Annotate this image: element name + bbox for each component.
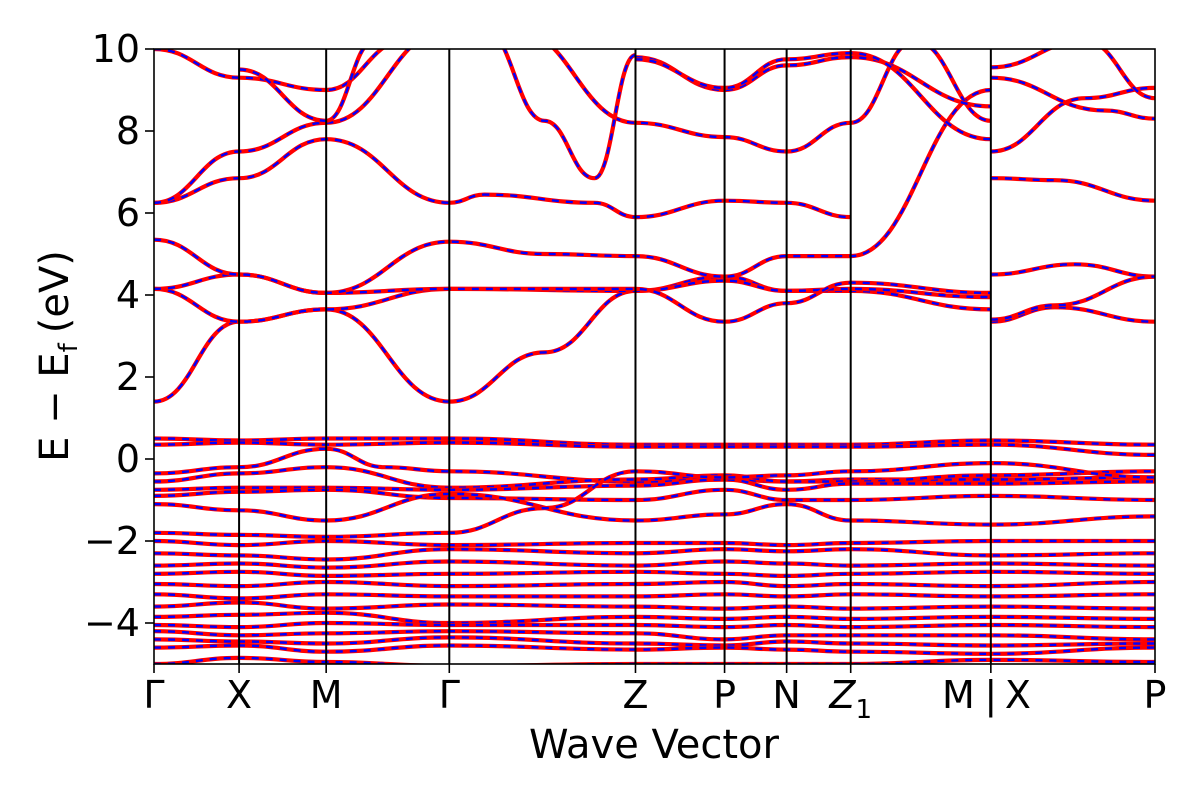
y-tick-label: 0 bbox=[116, 437, 140, 481]
conduction-band-line-dashed bbox=[154, 49, 991, 204]
conduction-band-17 bbox=[990, 75, 1155, 121]
x-tick-label-main: Z bbox=[828, 673, 856, 717]
valence-band-6 bbox=[154, 487, 1155, 503]
valence-band-line-dashed bbox=[154, 570, 1155, 578]
valence-band-line-solid bbox=[154, 487, 1155, 503]
y-tick-label: 2 bbox=[116, 355, 140, 399]
x-tick-label-subscript: 1 bbox=[855, 695, 872, 725]
valence-band-14 bbox=[154, 592, 1155, 601]
valence-band-line-solid bbox=[154, 547, 1155, 562]
x-tick-label: M bbox=[310, 673, 343, 717]
conduction-band-6 bbox=[154, 49, 992, 205]
y-axis-title-main: E − E bbox=[32, 352, 78, 462]
conduction-band-15 bbox=[990, 176, 1155, 203]
y-tick-label: 10 bbox=[92, 27, 140, 71]
valence-band-20 bbox=[154, 643, 1155, 656]
x-axis-ticks: Γ X M Γ Z P N Z1 M X P| bbox=[143, 664, 1166, 725]
valence-band-line-solid bbox=[154, 477, 1155, 492]
valence-band-17 bbox=[154, 620, 1155, 630]
x-axis-title: Wave Vector bbox=[529, 722, 780, 768]
valence-band-line-solid bbox=[154, 600, 1155, 611]
conduction-band-line-dashed bbox=[990, 49, 1155, 100]
valence-band-18 bbox=[154, 629, 1155, 642]
x-tick-label: Γ bbox=[439, 673, 460, 717]
conduction-band-line-dashed bbox=[990, 275, 1155, 321]
valence-band-5 bbox=[154, 477, 1155, 492]
y-axis-title-subscript: f bbox=[54, 342, 84, 352]
valence-band-line-dashed bbox=[154, 441, 1155, 457]
conduction-band-line-dashed bbox=[635, 51, 991, 141]
valence-band-line-solid bbox=[154, 635, 1155, 648]
conduction-band-13 bbox=[990, 262, 1155, 279]
conduction-band-line-dashed bbox=[990, 86, 1155, 153]
y-tick-label: 4 bbox=[116, 273, 140, 317]
conduction-band-line-dashed bbox=[154, 49, 384, 92]
valence-band-13 bbox=[154, 579, 1155, 589]
x-tick-label: Z bbox=[622, 673, 648, 717]
y-axis-ticks: −4 −2 0 2 4 6 8 10 bbox=[84, 27, 154, 645]
valence-band-9 bbox=[154, 538, 1155, 548]
high-symmetry-lines bbox=[238, 49, 992, 664]
valence-band-7 bbox=[154, 491, 1155, 527]
valence-band-line-dashed bbox=[154, 492, 1155, 526]
y-tick-label: 6 bbox=[116, 191, 140, 235]
valence-band-15 bbox=[154, 600, 1155, 611]
x-path-break-marker: | bbox=[984, 673, 997, 718]
conduction-band-7 bbox=[154, 49, 386, 93]
x-tick-label: Z1 bbox=[828, 673, 872, 725]
x-tick-label: X bbox=[1005, 673, 1031, 717]
conduction-band-line-dashed bbox=[990, 263, 1155, 278]
x-tick-label: N bbox=[772, 673, 800, 717]
conduction-band-line-dashed bbox=[635, 55, 991, 108]
x-tick-label: M bbox=[942, 673, 975, 717]
conduction-band-line-dashed bbox=[503, 49, 636, 180]
y-axis-title-unit: (eV) bbox=[32, 250, 78, 333]
valence-band-2 bbox=[154, 440, 1155, 457]
y-tick-label: −2 bbox=[84, 519, 140, 563]
y-tick-label: 8 bbox=[116, 109, 140, 153]
valence-band-line-solid bbox=[154, 559, 1155, 570]
x-tick-label: X bbox=[226, 673, 252, 717]
valence-band-4 bbox=[154, 465, 1155, 490]
conduction-band-16 bbox=[990, 85, 1155, 154]
x-tick-label: P bbox=[1144, 673, 1167, 717]
valence-band-line-solid bbox=[154, 592, 1155, 601]
conduction-band-18 bbox=[990, 49, 1155, 101]
conduction-band-line-dashed bbox=[154, 137, 851, 219]
valence-band-10 bbox=[154, 547, 1155, 562]
plot-frame bbox=[153, 48, 1156, 665]
valence-band-line-solid bbox=[154, 538, 1155, 548]
conduction-band-14 bbox=[990, 274, 1155, 322]
conduction-band-5 bbox=[154, 137, 851, 220]
y-axis-title: E − Ef (eV) bbox=[32, 250, 84, 462]
conduction-band-9 bbox=[502, 49, 637, 181]
valence-band-12 bbox=[154, 569, 1155, 578]
valence-band-11 bbox=[154, 559, 1155, 570]
conduction-band-11 bbox=[635, 51, 991, 142]
conduction-band-line-solid bbox=[990, 176, 1155, 203]
valence-band-line-solid bbox=[154, 643, 1155, 656]
x-tick-label: P bbox=[713, 673, 736, 717]
valence-band-16 bbox=[154, 610, 1155, 626]
valence-band-19 bbox=[154, 635, 1155, 648]
valence-band-line-solid bbox=[154, 610, 1155, 626]
y-tick-label: −4 bbox=[84, 601, 140, 645]
valence-band-line-dashed bbox=[154, 621, 1155, 629]
conduction-band-line-dashed bbox=[990, 76, 1155, 120]
valence-band-line-dashed bbox=[154, 580, 1155, 588]
valence-band-line-dashed bbox=[154, 465, 1155, 489]
x-tick-label: Γ bbox=[143, 673, 164, 717]
valence-band-line-dashed bbox=[154, 629, 1155, 641]
